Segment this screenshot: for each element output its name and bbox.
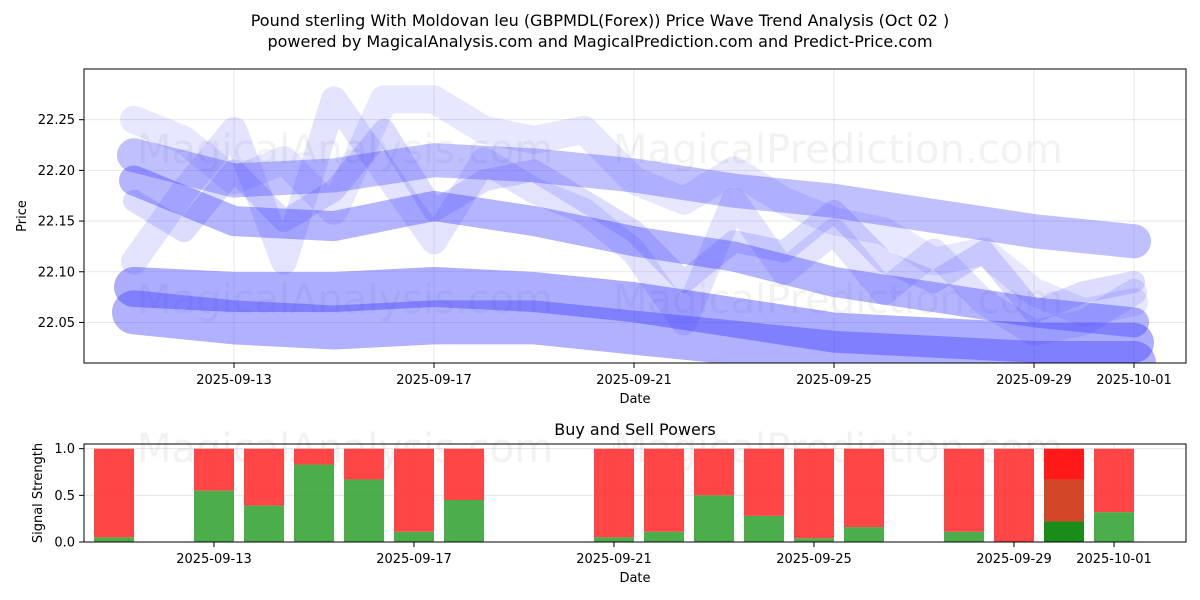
buy-bar: [594, 537, 634, 542]
buy-bar: [1094, 512, 1134, 542]
price-x-label: Date: [619, 392, 650, 407]
power-x-tick-label: 2025-09-21: [576, 552, 652, 567]
price-waves: [112, 85, 1156, 363]
buy-bar: [944, 531, 984, 542]
price-y-label: Price: [15, 200, 30, 232]
price-wave-chart: MagicalAnalysis.com MagicalPrediction.co…: [15, 68, 1187, 407]
price-grid: [84, 69, 1186, 363]
sell-bar: [744, 448, 784, 516]
watermark-analysis-mid: MagicalAnalysis.com: [137, 277, 553, 323]
power-x-tick-label: 2025-09-29: [976, 552, 1052, 567]
price-wave-3: [114, 267, 1154, 363]
sell-bar: [294, 448, 334, 465]
price-y-tick-label: 22.05: [38, 316, 75, 331]
figure-title-line2: powered by MagicalAnalysis.com and Magic…: [267, 32, 932, 51]
price-y-tick-label: 22.10: [38, 265, 75, 280]
sell-bar: [194, 448, 234, 491]
price-wave-1: [117, 138, 1151, 259]
buy-bar: [444, 500, 484, 542]
sell-bar: [694, 448, 734, 496]
power-x-label: Date: [619, 571, 650, 586]
buy-bar: [844, 527, 884, 542]
power-axes-frame: [83, 443, 1187, 543]
buy-bar: [294, 464, 334, 542]
power-bars: [94, 448, 1134, 542]
sell-bar: [594, 448, 634, 538]
buy-bar: [644, 531, 684, 542]
sell-bar-mid: [1044, 479, 1084, 522]
power-y-label: Signal Strength: [31, 443, 46, 543]
price-wave-4: [123, 118, 1145, 324]
buy-bar: [694, 495, 734, 542]
price-wave-5: [121, 86, 1147, 346]
watermark-prediction-mid: MagicalPrediction.com: [613, 277, 1063, 323]
sell-bar: [844, 448, 884, 528]
power-x-tick-label: 2025-09-17: [376, 552, 452, 567]
buy-bar: [744, 515, 784, 542]
buy-bar: [794, 538, 834, 542]
watermark-prediction-bottom: MagicalPrediction.com: [613, 426, 1063, 472]
buy-bar: [1044, 521, 1084, 542]
sell-bar: [644, 448, 684, 532]
buy-bar: [394, 531, 434, 542]
power-y-ticks: 0.0 0.5 1.0: [54, 442, 84, 551]
price-wave-2: [119, 165, 1149, 338]
price-x-tick-label: 2025-09-17: [396, 373, 472, 388]
sell-bar: [444, 448, 484, 500]
sell-bar: [94, 448, 134, 538]
power-x-tick-label: 2025-10-01: [1076, 552, 1152, 567]
power-chart-title: Buy and Sell Powers: [554, 420, 716, 439]
buy-bar: [244, 505, 284, 542]
sell-bar: [394, 448, 434, 532]
price-x-tick-label: 2025-09-25: [796, 373, 872, 388]
sell-bar: [1094, 448, 1134, 513]
watermark-prediction-top: MagicalPrediction.com: [613, 127, 1063, 173]
watermark-analysis-top: MagicalAnalysis.com: [137, 127, 553, 173]
power-y-tick-label: 0.0: [54, 536, 75, 551]
price-x-tick-label: 2025-09-21: [596, 373, 672, 388]
sell-bar: [344, 448, 384, 480]
buy-bar: [344, 479, 384, 542]
price-x-tick-label: 2025-09-13: [196, 373, 272, 388]
buy-sell-power-chart: Buy and Sell Powers MagicalAnalysis.com …: [31, 420, 1187, 586]
buy-bar: [94, 537, 134, 542]
price-y-tick-label: 22.20: [38, 164, 75, 179]
buy-bar: [194, 490, 234, 542]
power-y-tick-label: 0.5: [54, 489, 75, 504]
sell-bar: [794, 448, 834, 539]
sell-bar: [944, 448, 984, 532]
price-wave-7: [112, 290, 1156, 363]
price-y-ticks: 22.05 22.10 22.15 22.20 22.25: [38, 113, 84, 331]
power-y-tick-label: 1.0: [54, 442, 75, 457]
sell-bar: [994, 448, 1034, 542]
price-x-ticks: 2025-09-13 2025-09-17 2025-09-21 2025-09-25…: [196, 363, 1172, 388]
price-axes-frame: [83, 68, 1187, 364]
price-x-tick-label: 2025-09-29: [996, 373, 1072, 388]
price-x-tick-label: 2025-10-01: [1096, 373, 1172, 388]
power-x-tick-label: 2025-09-13: [176, 552, 252, 567]
price-y-tick-label: 22.15: [38, 215, 75, 230]
price-y-tick-label: 22.25: [38, 113, 75, 128]
price-wave-6: [120, 85, 1148, 327]
sell-bar: [1044, 448, 1084, 480]
power-x-tick-label: 2025-09-25: [776, 552, 852, 567]
figure-title-line1: Pound sterling With Moldovan leu (GBPMDL…: [251, 11, 950, 30]
sell-bar: [244, 448, 284, 506]
power-x-ticks: 2025-09-13 2025-09-17 2025-09-21 2025-09-25…: [176, 542, 1152, 567]
